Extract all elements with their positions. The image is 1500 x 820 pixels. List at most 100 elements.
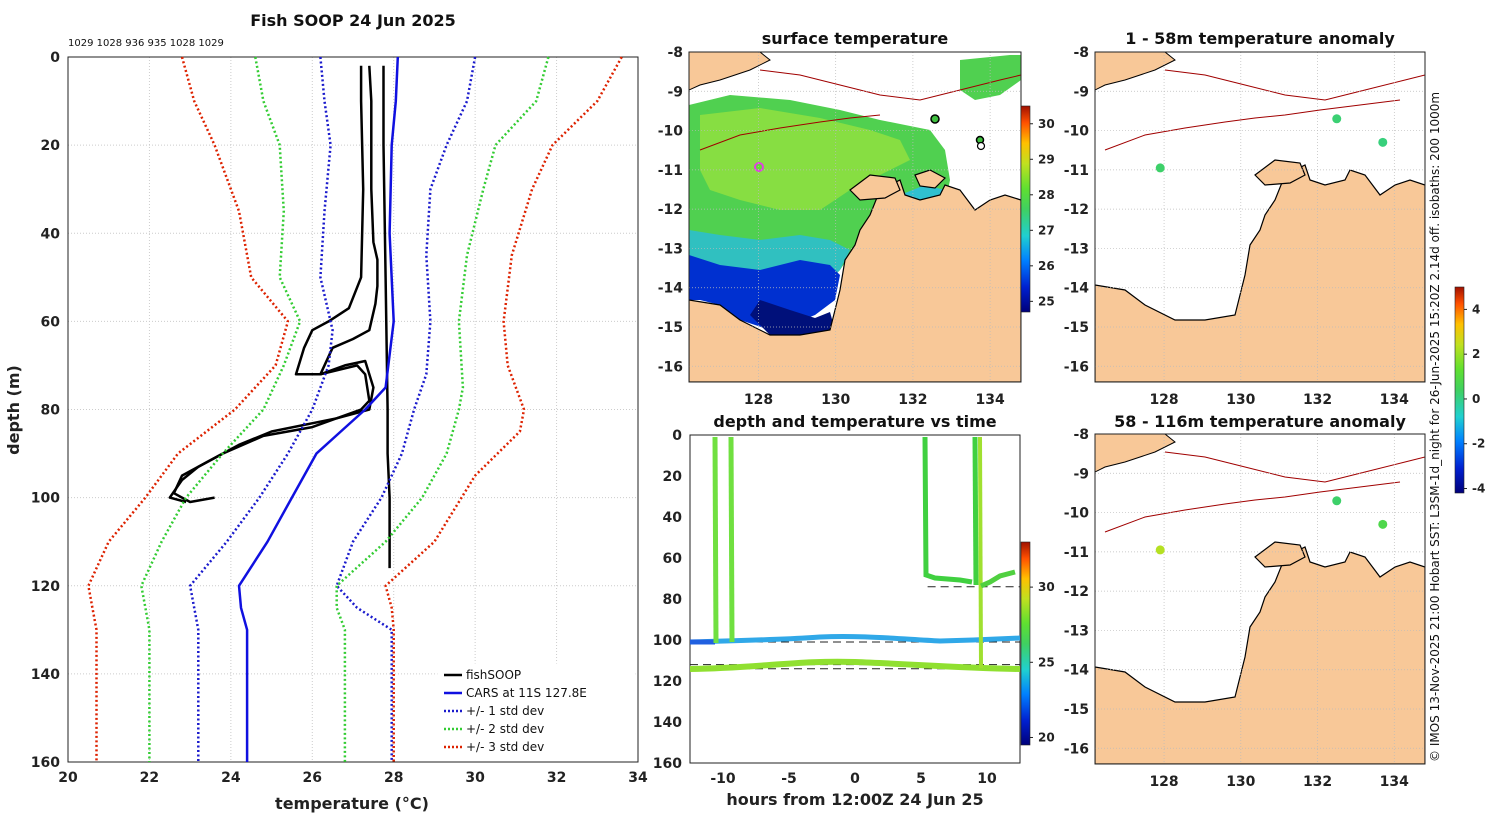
map-anomaly-shallow-ticks: 128 130 132 134 -8 -9 -10 -11 -12 -13 -14 -15 -16 <box>1064 45 1409 408</box>
colorbar-tick-label: 25 <box>1038 294 1055 308</box>
station-marker <box>930 114 940 124</box>
sst-blue-area <box>689 255 840 330</box>
isobath-1000m <box>759 69 1021 101</box>
profile-legend: fishSOOP CARS at 11S 127.8E +/- 1 std de… <box>437 663 636 761</box>
map-anomaly-deep-gridlines <box>1095 434 1425 764</box>
map-anomaly-shallow-title: 1 - 58m temperature anomaly <box>1125 29 1395 48</box>
map-xtick-label: 132 <box>898 392 927 408</box>
profile-series--2-std-dev <box>335 56 550 762</box>
map-xtick-label: 134 <box>1380 392 1409 408</box>
map-xtick-label: 128 <box>744 392 773 408</box>
colorbar-tick-label: 25 <box>1038 655 1055 669</box>
depth-time-title: depth and temperature vs time <box>713 412 996 431</box>
depth-time-xtick-label: 10 <box>977 771 997 787</box>
profile-series-fishsoop-cast-2 <box>168 65 379 504</box>
map-xtick-label: 130 <box>1226 774 1255 790</box>
profile-series--2-std-dev <box>140 56 302 762</box>
map-anomaly-deep-frame <box>1094 433 1426 765</box>
profile-ytick-label: 60 <box>41 314 61 330</box>
map-ytick-label: -10 <box>1064 124 1090 140</box>
profile-xtick-label: 26 <box>303 770 322 786</box>
depth-time-xtick-label: -5 <box>781 771 797 787</box>
legend-label-fishsoop: fishSOOP <box>466 668 521 682</box>
colorbar-tick-label: 20 <box>1038 730 1055 744</box>
depth-time-traces <box>690 436 1020 672</box>
profile-ytick-label: 100 <box>31 491 60 507</box>
colorbar-tick-label: -4 <box>1472 482 1485 496</box>
isobath-200m <box>699 114 881 151</box>
depth-time-ytick-label: 100 <box>653 633 682 649</box>
anomaly-point <box>1378 137 1388 147</box>
anomaly-colorbar-ticks: -4 -2 0 2 4 <box>1464 302 1485 496</box>
legend-label-cars: CARS at 11S 127.8E <box>466 686 587 700</box>
land-island <box>849 174 901 201</box>
profile-series-cars-at-11s-127-8e <box>237 56 400 762</box>
map-ytick-label: -12 <box>658 202 683 218</box>
map-xtick-label: 134 <box>975 392 1004 408</box>
depth-time-background <box>689 434 1021 764</box>
station-marker <box>976 141 986 151</box>
colorbar-tick-label: -2 <box>1472 437 1485 451</box>
map-surface-ticks: 128 130 132 134 -8 -9 -10 -11 -12 -13 -14 -15 -16 <box>658 45 1005 408</box>
legend-label-std3: +/- 3 std dev <box>466 740 544 754</box>
map-ytick-label: -12 <box>1064 202 1089 218</box>
land-australia <box>689 179 1021 382</box>
map-xtick-label: 128 <box>1149 774 1178 790</box>
land-mass <box>1095 52 1425 382</box>
map-ytick-label: -15 <box>1064 702 1089 718</box>
map-ytick-label: -16 <box>1064 741 1089 757</box>
map-ytick-label: -9 <box>667 84 683 100</box>
map-ytick-label: -11 <box>1064 163 1089 179</box>
map-ytick-label: -8 <box>667 45 683 61</box>
sst-colorbar <box>1020 105 1031 313</box>
colorbar-tick-label: 28 <box>1038 188 1055 202</box>
map-ytick-label: -13 <box>1064 623 1089 639</box>
anomaly-point <box>1378 519 1388 529</box>
sst-darkblue-edge <box>750 300 835 335</box>
map-ytick-label: -9 <box>1073 466 1089 482</box>
land-island-east <box>914 169 946 189</box>
land-island <box>1254 159 1306 186</box>
map-xtick-label: 132 <box>1303 392 1332 408</box>
descent-cast-5 <box>978 436 983 669</box>
profile-ylabel: depth (m) <box>4 365 23 455</box>
profile-ticks: 20 22 24 26 28 30 32 34 0 20 40 60 80 100 120 140 160 <box>31 50 648 786</box>
depth-time-ytick-label: 80 <box>663 592 683 608</box>
colorbar-tick-label: 30 <box>1038 580 1055 594</box>
land-north <box>1095 52 1176 91</box>
map-anomaly-deep: 58 - 116m temperature anomaly 128 130 132 1… <box>1064 286 1485 790</box>
anomaly-shallow-points <box>1155 114 1388 173</box>
depth-time-xtick-label: -10 <box>710 771 736 787</box>
depth-time-colorbar <box>1020 541 1031 746</box>
anomaly-point <box>1155 163 1165 173</box>
isobath-200m <box>1104 481 1401 533</box>
land-australia <box>1095 164 1425 382</box>
trace-deep-green <box>690 658 1020 672</box>
colorbar-tick-label: 2 <box>1472 347 1480 361</box>
map-xtick-label: 128 <box>1149 392 1178 408</box>
map-anomaly-shallow: 1 - 58m temperature anomaly 128 130 132 134… <box>1064 29 1426 408</box>
profile-subtitle: 1029 1028 936 935 1028 1029 <box>68 38 224 49</box>
legend-label-std2: +/- 2 std dev <box>466 722 544 736</box>
anomaly-point <box>1332 114 1342 124</box>
map-ytick-label: -9 <box>1073 84 1089 100</box>
map-surface-title: surface temperature <box>762 29 949 48</box>
profile-grid <box>67 56 639 763</box>
colorbar-tick-label: 30 <box>1038 117 1055 131</box>
land-australia <box>1095 546 1425 764</box>
map-xtick-label: 130 <box>1226 392 1255 408</box>
profile-ytick-label: 120 <box>31 579 60 595</box>
map-ytick-label: -14 <box>658 281 684 297</box>
profile-ytick-label: 160 <box>31 755 60 771</box>
land-mass <box>1095 434 1425 764</box>
map-xtick-label: 130 <box>821 392 850 408</box>
isobath-1000m <box>1164 69 1425 101</box>
depth-time-xtick-label: 5 <box>916 771 926 787</box>
depth-time-panel: depth and temperature vs time -10 -5 0 5 100… <box>653 412 1055 809</box>
sst-field <box>689 55 1021 335</box>
anomaly-deep-points <box>1155 496 1388 555</box>
side-credit-text: © IMOS 13-Nov-2025 21:00 Hobart SST: L3S… <box>1428 92 1442 762</box>
profile-xtick-label: 24 <box>221 770 241 786</box>
profile-xlabel: temperature (°C) <box>275 794 429 813</box>
